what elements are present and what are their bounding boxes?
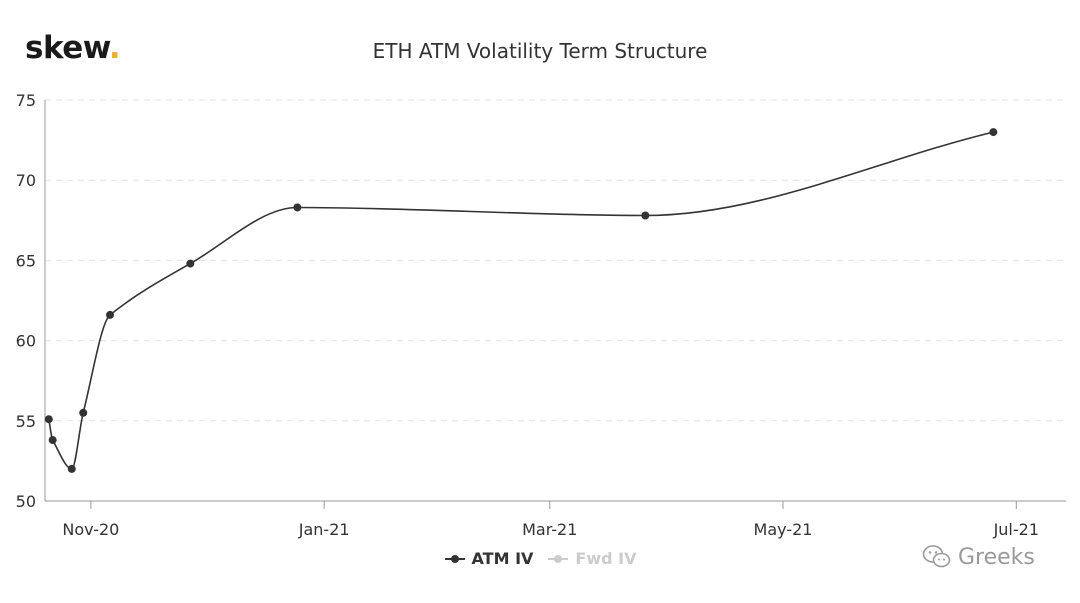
legend-label: ATM IV [471, 549, 534, 568]
logo-dot: . [108, 30, 121, 66]
data-point[interactable] [106, 310, 115, 319]
watermark: Greeks [922, 544, 1035, 570]
series-line [48, 131, 994, 470]
legend-item[interactable]: Fwd IV [547, 549, 636, 568]
x-tick-label: Jan-21 [298, 520, 350, 539]
grid-lines [45, 99, 1066, 422]
data-point[interactable] [44, 415, 53, 424]
data-point[interactable] [48, 436, 57, 445]
x-tick-label: Mar-21 [522, 520, 577, 539]
y-tick-label: 60 [16, 332, 36, 351]
data-point[interactable] [293, 203, 302, 212]
x-tick-label: Nov-20 [62, 520, 119, 539]
x-tick-label: May-21 [754, 520, 813, 539]
legend: ATM IV Fwd IV [0, 549, 1080, 568]
legend-swatch [548, 554, 569, 563]
y-tick-label: 50 [16, 492, 36, 511]
y-tick-label: 70 [16, 171, 36, 190]
y-tick-label: 75 [16, 91, 36, 110]
legend-label: Fwd IV [575, 549, 637, 568]
data-point[interactable] [989, 128, 998, 137]
data-point[interactable] [67, 464, 76, 473]
watermark-text: Greeks [958, 544, 1035, 570]
data-point[interactable] [186, 259, 195, 268]
logo-text: skew [25, 30, 109, 66]
axes: 50 55 60 65 70 75 Nov-20 Jan-21 Mar-21 May-21 Jul-… [16, 91, 1066, 539]
chart-title: ETH ATM Volatility Term Structure [372, 39, 708, 63]
y-tick-label: 65 [16, 251, 36, 270]
x-tick-label: Jul-21 [993, 520, 1039, 539]
y-tick-label: 55 [16, 412, 36, 431]
data-point[interactable] [641, 211, 650, 220]
legend-item[interactable]: ATM IV [444, 549, 534, 568]
wechat-icon [922, 545, 951, 568]
series-layer [44, 128, 998, 473]
skew-logo: skew. [25, 30, 121, 66]
data-point[interactable] [79, 408, 88, 417]
legend-swatch [444, 554, 465, 563]
